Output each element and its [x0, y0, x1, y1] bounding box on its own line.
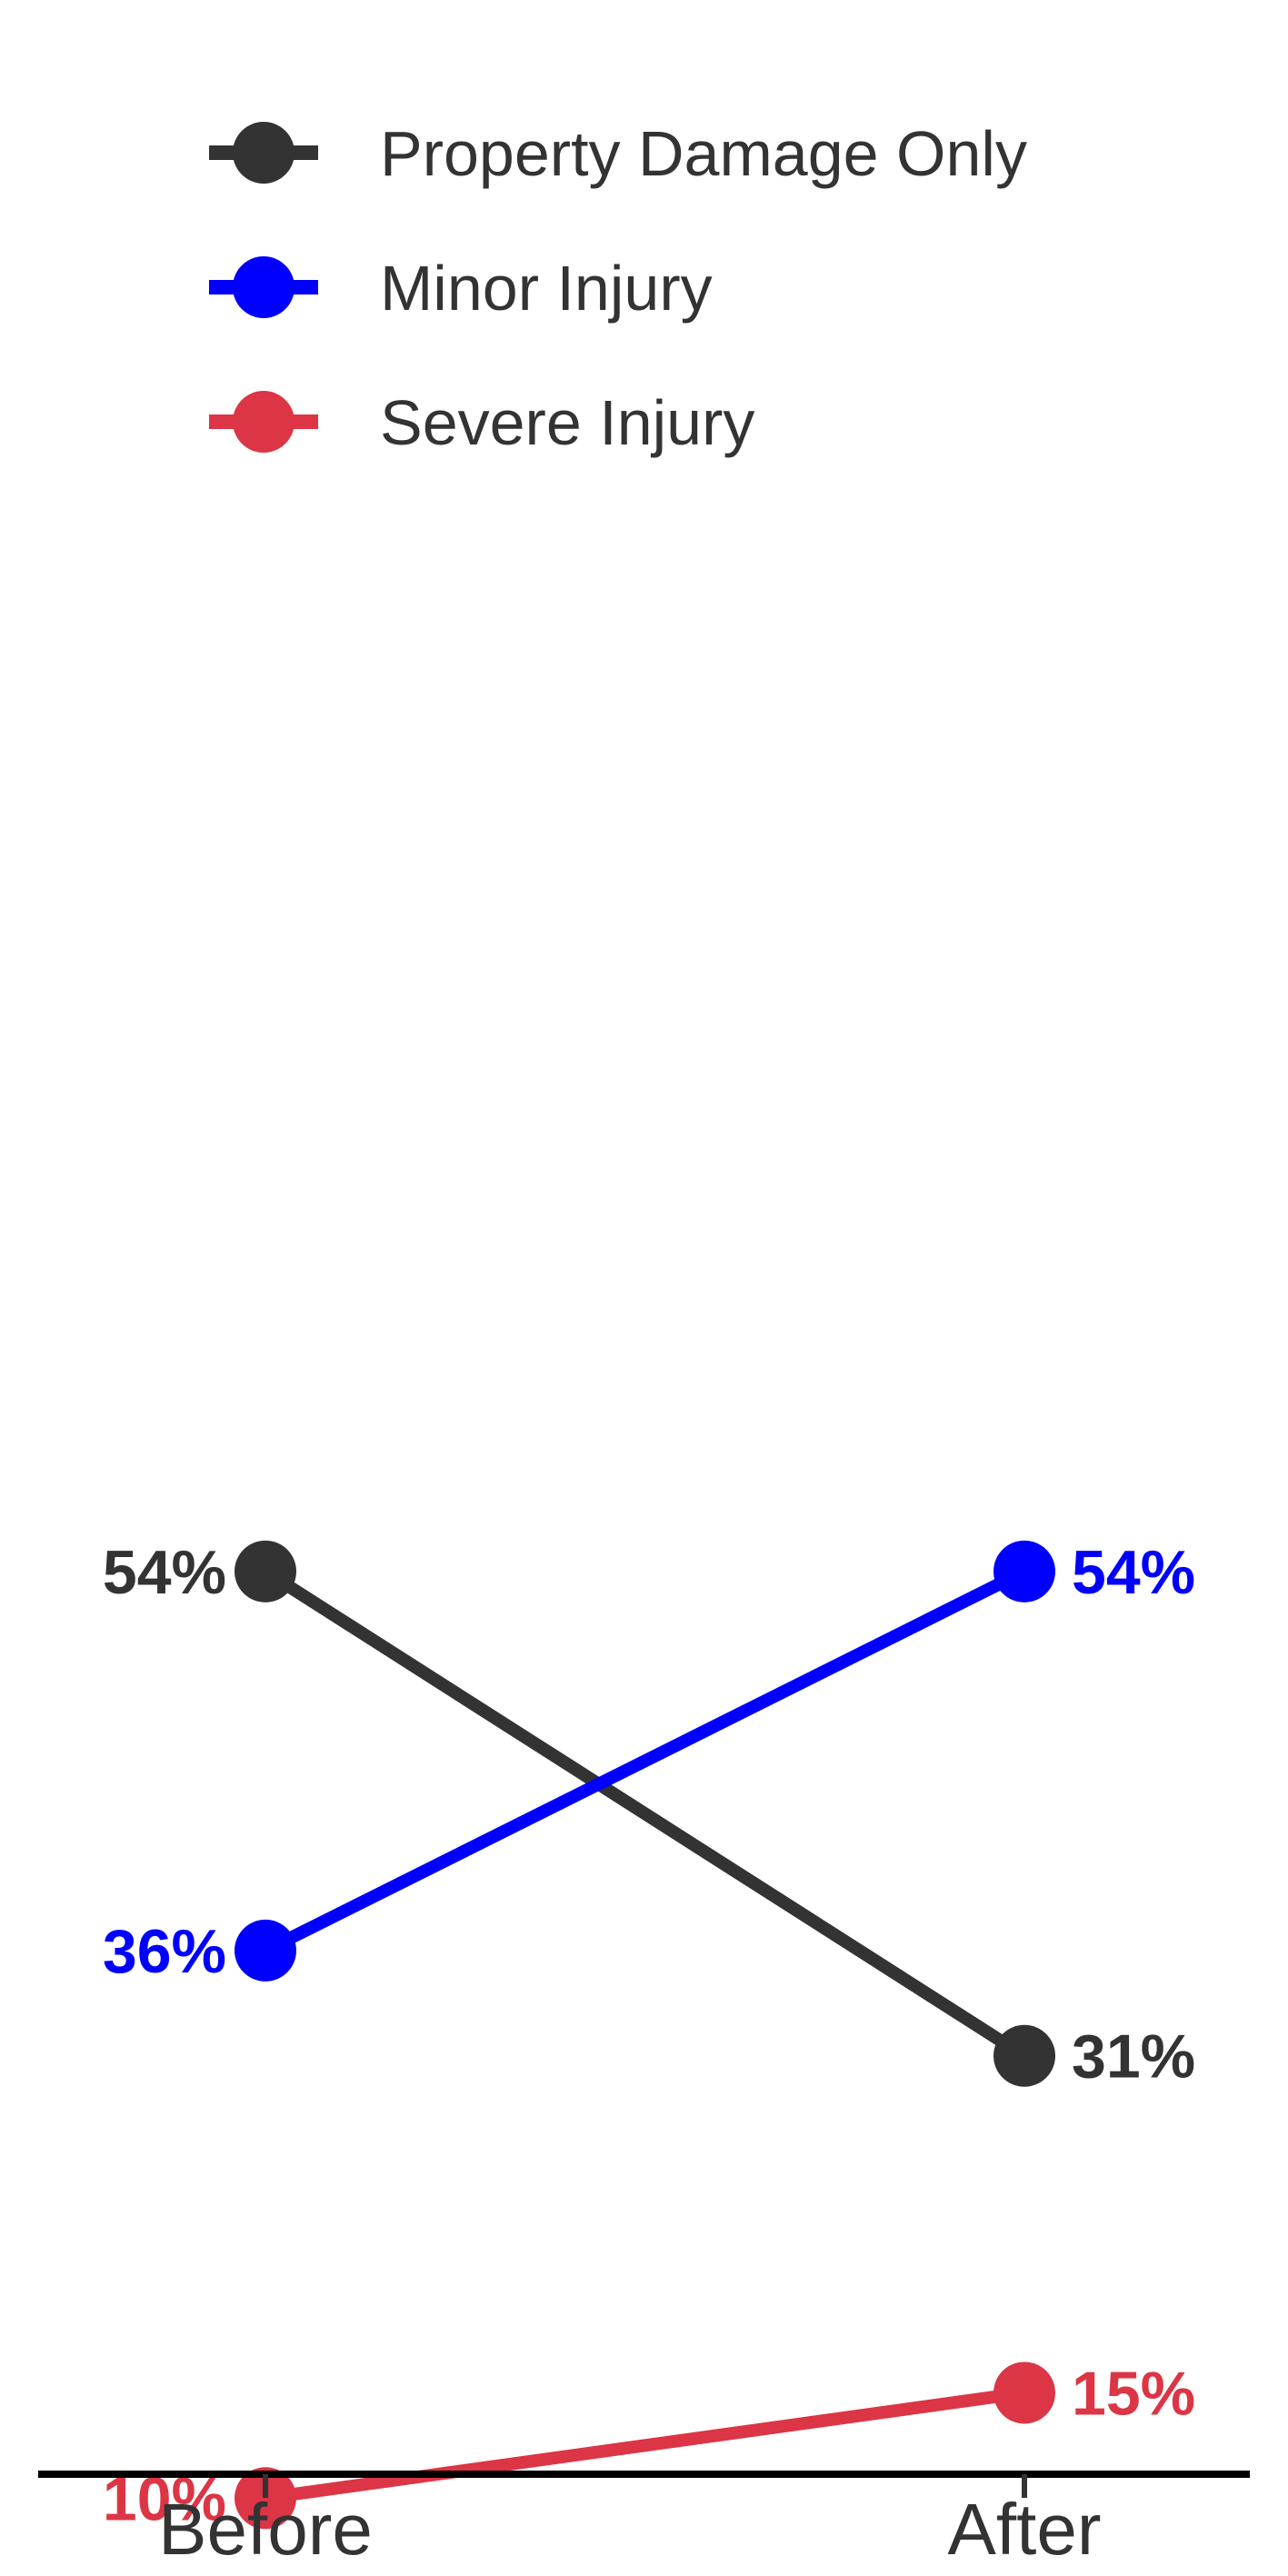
value-label-property-damage-only-after: 31%	[1072, 2022, 1195, 2092]
legend-marker	[233, 256, 295, 318]
series-line-severe-injury	[259, 2386, 1031, 2505]
value-label-minor-injury-before: 36%	[103, 1917, 226, 1986]
point-minor-injury-before	[235, 1919, 296, 1982]
series-lines	[259, 1564, 1031, 2505]
legend-item-property-damage-only: Property Damage Only	[209, 118, 1027, 189]
legend-item-minor-injury: Minor Injury	[209, 253, 713, 324]
series-line-property-damage-only	[259, 1564, 1031, 2062]
legend: Property Damage Only Minor Injury Severe I…	[209, 118, 1027, 458]
value-label-property-damage-only-before: 54%	[103, 1538, 226, 1607]
x-tick-label-before: Before	[158, 2489, 373, 2570]
legend-label: Property Damage Only	[380, 118, 1027, 189]
x-axis: Before After	[38, 2471, 1250, 2570]
series-line-minor-injury	[259, 1564, 1031, 1957]
legend-label: Minor Injury	[380, 253, 713, 324]
legend-item-severe-injury: Severe Injury	[209, 387, 754, 458]
point-minor-injury-after	[993, 1540, 1055, 1603]
x-tick-label-after: After	[948, 2489, 1102, 2570]
value-label-minor-injury-after: 54%	[1072, 1538, 1195, 1607]
point-property-damage-only-before	[235, 1540, 296, 1603]
point-severe-injury-before	[235, 2467, 296, 2530]
data-labels: 54%31%36%54%10%15%	[103, 1538, 1195, 2533]
legend-marker	[233, 391, 295, 453]
point-property-damage-only-after	[993, 2024, 1055, 2087]
point-severe-injury-after	[993, 2361, 1055, 2424]
value-label-severe-injury-after: 15%	[1072, 2359, 1195, 2428]
legend-label: Severe Injury	[380, 387, 754, 458]
legend-marker	[233, 122, 295, 184]
series-points	[235, 1540, 1055, 2530]
